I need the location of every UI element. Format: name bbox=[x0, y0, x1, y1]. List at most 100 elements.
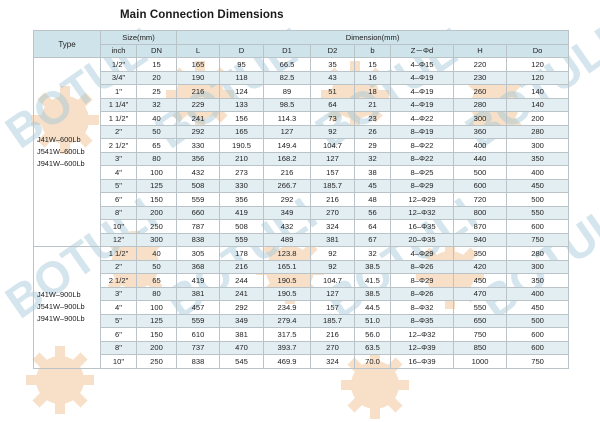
cell-d: 330 bbox=[219, 178, 265, 193]
cell-b: 38.5 bbox=[354, 286, 392, 301]
cell-l: 305 bbox=[176, 246, 221, 261]
cell-h: 650 bbox=[453, 313, 508, 328]
cell-d1: 82.5 bbox=[263, 70, 312, 85]
cell-z-phi-d: 8–Φ25 bbox=[390, 165, 455, 180]
table-row: 3" 80 356 210 168.2 127 32 8–Φ22 440 350 bbox=[34, 151, 570, 166]
table-row: 4" 100 432 273 216 157 38 8–Φ25 500 400 bbox=[34, 165, 570, 180]
cell-h: 1000 bbox=[453, 354, 508, 369]
cell-inch: 3" bbox=[100, 151, 137, 166]
cell-d2: 104.7 bbox=[310, 138, 356, 153]
cell-b: 44.5 bbox=[354, 300, 392, 315]
cell-do: 500 bbox=[506, 313, 570, 328]
cell-d1: 114.3 bbox=[263, 111, 312, 126]
cell-d1: 66.5 bbox=[263, 57, 312, 72]
cell-l: 432 bbox=[176, 165, 221, 180]
cell-d: 190.5 bbox=[219, 138, 265, 153]
col-header-d: D bbox=[219, 43, 265, 58]
page-title: Main Connection Dimensions bbox=[120, 9, 284, 21]
cell-h: 220 bbox=[453, 57, 508, 72]
cell-inch: 8" bbox=[100, 340, 137, 355]
watermark-gear-tooth bbox=[80, 375, 94, 385]
cell-h: 400 bbox=[453, 138, 508, 153]
cell-d: 165 bbox=[219, 124, 265, 139]
cell-z-phi-d: 8–Φ26 bbox=[390, 259, 455, 274]
cell-d1: 317.5 bbox=[263, 327, 312, 342]
cell-b: 56.0 bbox=[354, 327, 392, 342]
cell-z-phi-d: 8–Φ35 bbox=[390, 313, 455, 328]
cell-d1: 149.4 bbox=[263, 138, 312, 153]
cell-l: 241 bbox=[176, 111, 221, 126]
table-row: 3" 80 381 241 190.5 127 38.5 8–Φ26 470 400 bbox=[34, 286, 570, 301]
cell-dn: 200 bbox=[135, 205, 178, 220]
cell-do: 140 bbox=[506, 97, 570, 112]
watermark-gear-tooth bbox=[395, 380, 409, 390]
cell-d1: 190.5 bbox=[263, 286, 312, 301]
table-row: 3/4" 20 190 118 82.5 43 16 4–Φ19 230 120 bbox=[34, 70, 570, 85]
cell-z-phi-d: 8–Φ22 bbox=[390, 138, 455, 153]
cell-d2: 324 bbox=[310, 219, 356, 234]
cell-h: 600 bbox=[453, 178, 508, 193]
cell-z-phi-d: 4–Φ19 bbox=[390, 84, 455, 99]
inch-header: inch bbox=[100, 43, 137, 58]
cell-z-phi-d: 8–Φ19 bbox=[390, 124, 455, 139]
cell-l: 190 bbox=[176, 70, 221, 85]
cell-d1: 89 bbox=[263, 84, 312, 99]
table-row: 12" 300 838 559 489 381 67 20–Φ35 940 750 bbox=[34, 232, 570, 247]
dn-header: DN bbox=[135, 43, 178, 58]
cell-dn: 125 bbox=[135, 313, 178, 328]
header-row-sub: inch DN L D D1 D2 b Z－Φd H Do bbox=[34, 43, 570, 58]
cell-z-phi-d: 20–Φ35 bbox=[390, 232, 455, 247]
model-name: J541W–900Lb bbox=[37, 302, 85, 312]
cell-inch: 1" bbox=[100, 84, 137, 99]
cell-inch: 2" bbox=[100, 259, 137, 274]
cell-h: 360 bbox=[453, 124, 508, 139]
cell-b: 15 bbox=[354, 57, 392, 72]
cell-do: 750 bbox=[506, 354, 570, 369]
size-header: Size(mm) bbox=[99, 30, 178, 45]
table-row: 5" 125 559 349 279.4 185.7 51.0 8–Φ35 650 500 bbox=[34, 313, 570, 328]
cell-h: 420 bbox=[453, 259, 508, 274]
cell-d1: 98.5 bbox=[263, 97, 312, 112]
cell-dn: 50 bbox=[135, 124, 178, 139]
cell-d1: 292 bbox=[263, 192, 312, 207]
cell-h: 720 bbox=[453, 192, 508, 207]
cell-d1: 168.2 bbox=[263, 151, 312, 166]
cell-do: 200 bbox=[506, 111, 570, 126]
cell-d: 241 bbox=[219, 286, 265, 301]
table-row: 2" 50 292 165 127 92 26 8–Φ19 360 280 bbox=[34, 124, 570, 139]
cell-dn: 200 bbox=[135, 340, 178, 355]
cell-d1: 123.8 bbox=[263, 246, 312, 261]
table-row: 6" 150 559 356 292 216 48 12–Φ29 720 500 bbox=[34, 192, 570, 207]
cell-z-phi-d: 12–Φ39 bbox=[390, 340, 455, 355]
cell-d2: 157 bbox=[310, 165, 356, 180]
cell-d2: 73 bbox=[310, 111, 356, 126]
cell-do: 400 bbox=[506, 165, 570, 180]
cell-do: 140 bbox=[506, 84, 570, 99]
cell-d1: 432 bbox=[263, 219, 312, 234]
cell-dn: 40 bbox=[135, 246, 178, 261]
cell-do: 750 bbox=[506, 232, 570, 247]
col-header-h: H bbox=[453, 43, 508, 58]
type-cell: J41W–600Lb J541W–600Lb J941W–600Lb bbox=[33, 57, 101, 247]
cell-do: 120 bbox=[506, 70, 570, 85]
watermark-gear-tooth bbox=[70, 390, 88, 408]
cell-d2: 127 bbox=[310, 286, 356, 301]
table-row: 1 1/4" 32 229 133 98.5 64 21 4–Φ19 280 140 bbox=[34, 97, 570, 112]
cell-h: 470 bbox=[453, 286, 508, 301]
cell-b: 32 bbox=[354, 246, 392, 261]
table-row: 10" 250 838 545 469.9 324 70.0 16–Φ39 1000 750 bbox=[34, 354, 570, 369]
cell-do: 550 bbox=[506, 205, 570, 220]
cell-do: 600 bbox=[506, 340, 570, 355]
cell-inch: 4" bbox=[100, 300, 137, 315]
model-name: J941W–900Lb bbox=[37, 314, 85, 324]
col-header-do: Do bbox=[506, 43, 570, 58]
cell-d1: 279.4 bbox=[263, 313, 312, 328]
cell-do: 600 bbox=[506, 219, 570, 234]
cell-d1: 216 bbox=[263, 165, 312, 180]
cell-h: 280 bbox=[453, 97, 508, 112]
cell-d: 124 bbox=[219, 84, 265, 99]
cell-d: 118 bbox=[219, 70, 265, 85]
col-header-z-phi-d: Z－Φd bbox=[390, 43, 455, 58]
cell-d2: 185.7 bbox=[310, 313, 356, 328]
cell-d: 210 bbox=[219, 151, 265, 166]
